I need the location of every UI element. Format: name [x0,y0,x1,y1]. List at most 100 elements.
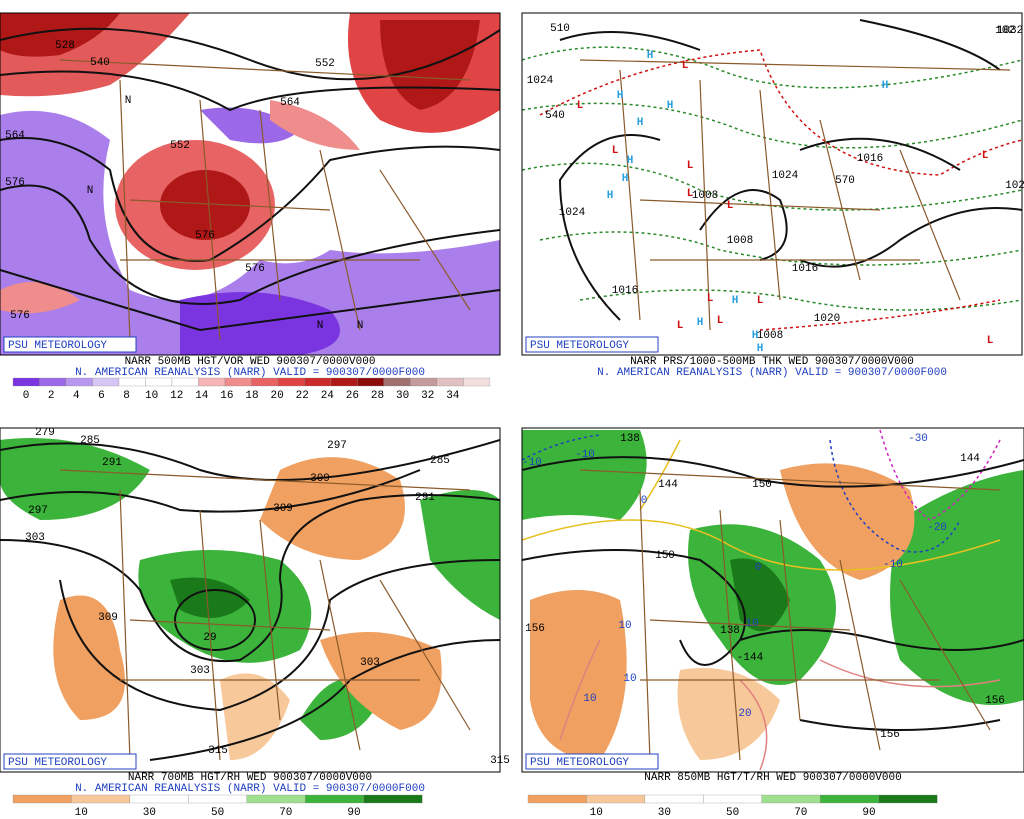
colorbar-tick-label: 90 [347,807,360,819]
contour-label: 564 [5,130,25,142]
colorbar-swatch [644,794,704,804]
contour-label: 309 [273,503,293,515]
colorbar-swatch [246,794,306,804]
colorbar-swatch [71,794,131,804]
contour-label: 576 [5,177,25,189]
contour-label: 138 [620,433,640,445]
contour-label: 303 [190,665,210,677]
caption: NARR 700MB HGT/RH WED 900307/0000V000 [128,772,372,784]
contour-label: 1032 [997,25,1023,37]
contour-label: 315 [490,755,510,767]
colorbar-tick-label: 30 [143,807,156,819]
contour-label: 576 [10,310,30,322]
colorbar-tick-label: 16 [220,390,233,402]
logo-box [3,336,137,353]
contour-label: 510 [550,23,570,35]
contour-label: 279 [35,427,55,439]
vorticity-map [0,13,500,355]
caption: NARR 500MB HGT/VOR WED 900307/0000V000 [125,356,376,368]
colorbar-tick-label: 90 [862,807,875,819]
pressure-center: H [647,50,654,62]
colorbar-swatch [129,794,189,804]
colorbar-swatch [330,377,358,387]
logo: PSU METEOROLOGY [8,757,107,769]
contour-label: 285 [430,455,450,467]
contour-label: 138 [720,625,740,637]
colorbar-swatch [198,377,226,387]
contour-label: 576 [195,230,215,242]
contour-label: 1024 [559,207,586,219]
contour-label: 315 [208,745,228,757]
colorbar-swatch [527,794,587,804]
subcaption: N. AMERICAN REANALYSIS (NARR) VALID = 90… [75,367,425,379]
pressure-center: L [687,188,694,200]
colorbar-tick-label: 24 [321,390,335,402]
colorbar-tick-label: 0 [23,390,30,402]
pressure-center: H [627,155,634,167]
colorbar-tick-label: 18 [245,390,258,402]
pressure-map [522,13,1022,355]
colorbar-tick-label: 22 [296,390,309,402]
colorbar-tick-label: 10 [145,390,158,402]
colorbar-swatch [410,377,438,387]
pressure-center: H [607,190,614,202]
colorbar-tick-label: 30 [396,390,409,402]
contour-label: 102 [1005,180,1024,192]
contour-label: 309 [98,612,118,624]
logo-box [525,336,659,353]
pressure-center: L [612,145,619,157]
contour-label: 1016 [792,263,818,275]
colorbar-tick-label: 12 [170,390,183,402]
colorbar-swatch [277,377,305,387]
colorbar-swatch [586,794,646,804]
colorbar-tick-label: 32 [421,390,434,402]
colorbar-swatch [761,794,821,804]
contour-label: 1008 [727,235,753,247]
colorbar-tick-label: 6 [98,390,105,402]
temperature-map [522,428,1024,772]
panel-frame [0,12,501,356]
subcaption: N. AMERICAN REANALYSIS (NARR) VALID = 90… [75,783,425,795]
colorbar-swatch [383,377,411,387]
contour-label: N [357,320,364,332]
pressure-center: L [757,295,764,307]
contour-label: 285 [80,435,100,447]
contour-label: 564 [280,97,300,109]
contour-label: -10 [883,559,903,571]
contour-label: 1008 [692,190,718,202]
contour-label: 570 [835,175,855,187]
pressure-center: L [987,335,994,347]
pressure-center: L [677,320,684,332]
colorbar-tick-label: 70 [794,807,807,819]
colorbar-tick-label: 30 [658,807,671,819]
contour-label: 309 [310,473,330,485]
colorbar-tick-label: 28 [371,390,384,402]
contour-label: N [125,95,132,107]
contour-label: 10 [618,620,631,632]
colorbar-tick-label: 20 [270,390,283,402]
contour-label: 1024 [527,75,554,87]
colorbar-swatch [145,377,173,387]
contour-label: 10 [583,693,596,705]
pressure-center: L [727,200,734,212]
colorbar-tick-label: 10 [590,807,603,819]
contour-label: 528 [55,40,75,52]
contour-label: 552 [315,58,335,70]
pressure-center: H [697,317,704,329]
caption: NARR 850MB HGT/T/RH WED 900307/0000V000 [644,772,901,784]
contour-label: 156 [985,695,1005,707]
contour-label: 144 [658,479,678,491]
contour-label: 144 [960,453,980,465]
contour-label: 20 [738,708,751,720]
contour-label: N [87,185,94,197]
colorbar-swatch [12,794,72,804]
colorbar-tick-label: 70 [279,807,292,819]
colorbar-swatch [304,377,332,387]
pressure-center: L [707,293,714,305]
colorbar-swatch [251,377,279,387]
colorbar-swatch [463,377,491,387]
panel-frame [521,12,1023,356]
contour-label: 156 [880,729,900,741]
colorbar-swatch [12,377,40,387]
colorbar-swatch [357,377,385,387]
